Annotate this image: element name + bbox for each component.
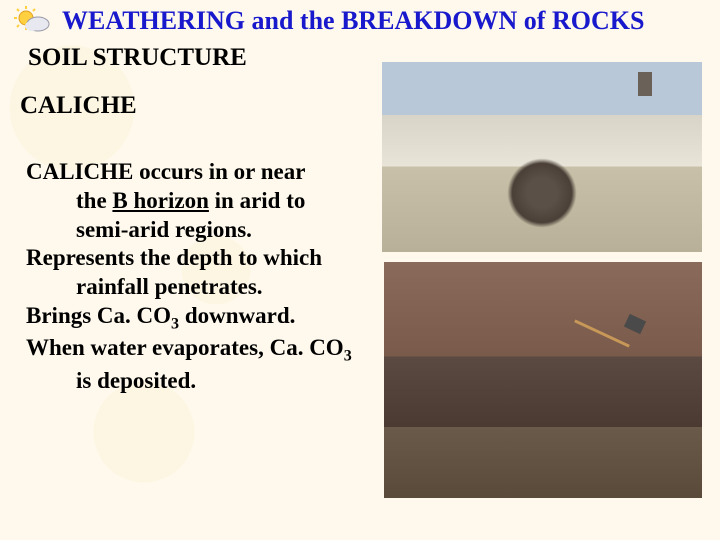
line-3a: Brings Ca. CO3 downward. [26,303,295,328]
line-2b: rainfall penetrates. [76,273,376,302]
photo-caliche-closeup [384,262,702,498]
subtitle-soil-structure: SOIL STRUCTURE [28,44,247,72]
line-4b: is deposited. [76,367,376,396]
line-4a: When water evaporates, Ca. CO3 [26,335,352,360]
page-title: WEATHERING and the BREAKDOWN of ROCKS [62,6,644,36]
b-horizon-underline: B horizon [112,188,208,213]
line-1c: semi-arid regions. [76,216,376,245]
line-1a: CALICHE occurs in or near [26,159,305,184]
weather-sun-icon [12,4,52,36]
body-text: CALICHE occurs in or near the B horizon … [26,158,376,396]
subtitle-caliche: CALICHE [20,92,137,120]
photo-caliche-landscape [382,62,702,252]
line-2a: Represents the depth to which [26,245,322,270]
line-1b: the B horizon in arid to [76,187,376,216]
